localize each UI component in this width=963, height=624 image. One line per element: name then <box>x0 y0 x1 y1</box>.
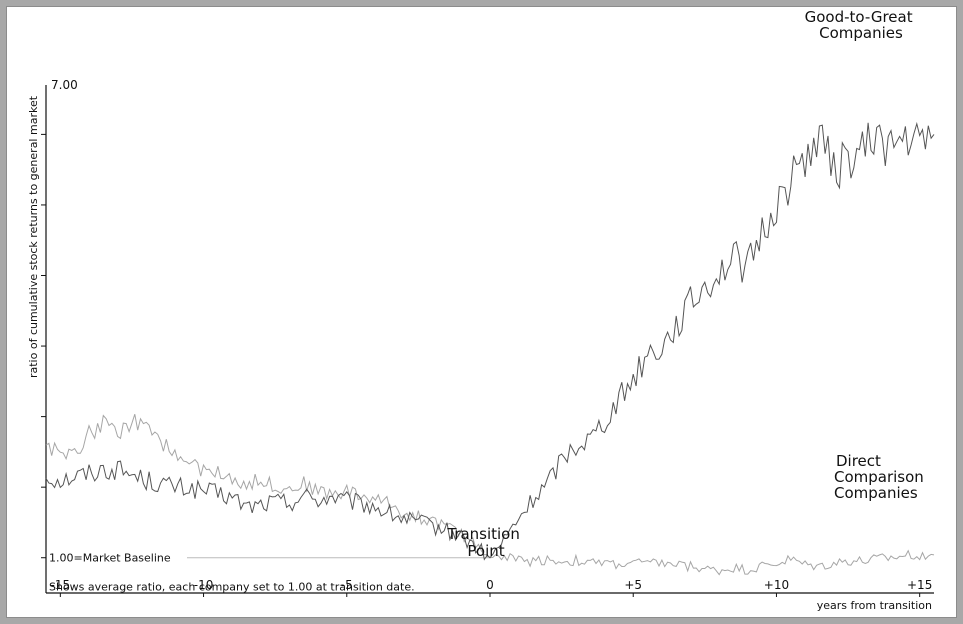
transition-label-line: Transition <box>446 525 520 543</box>
series-line-good-to-great <box>45 121 935 561</box>
series-label-line: Companies <box>834 484 918 502</box>
x-tick-label: +15 <box>907 578 932 592</box>
chart-svg: ratio of cumulative stock returns to gen… <box>27 8 935 612</box>
y-ticks <box>41 133 46 559</box>
baseline-label: 1.00=Market Baseline <box>49 552 171 565</box>
x-tick-label: -5 <box>341 578 353 592</box>
transition-label-line: Point <box>467 542 504 560</box>
x-tick-label: +10 <box>764 578 789 592</box>
x-ticks: -15 -10 -5 0 +5 +10 +15 <box>51 578 932 597</box>
chart-note: Shows average ratio, each company set to… <box>49 581 415 594</box>
x-tick-label: -15 <box>51 578 71 592</box>
y-axis-label: ratio of cumulative stock returns to gen… <box>27 95 40 378</box>
series-label-comparison: Direct Comparison Companies <box>834 452 929 502</box>
series-label-line: Companies <box>819 24 903 42</box>
x-tick-label: 0 <box>486 578 494 592</box>
series-label-line: Good-to-Great <box>805 8 913 26</box>
transition-point-label: Transition Point <box>446 525 524 560</box>
x-tick-label: +5 <box>624 578 642 592</box>
x-axis-label: years from transition <box>817 599 932 612</box>
series-label-line: Direct <box>836 452 881 470</box>
y-top-label: 7.00 <box>51 78 78 92</box>
series-label-line: Comparison <box>834 468 924 486</box>
series-label-good-to-great: Good-to-Great Companies <box>805 8 918 42</box>
chart-frame: ratio of cumulative stock returns to gen… <box>6 6 957 618</box>
x-tick-label: -10 <box>194 578 214 592</box>
